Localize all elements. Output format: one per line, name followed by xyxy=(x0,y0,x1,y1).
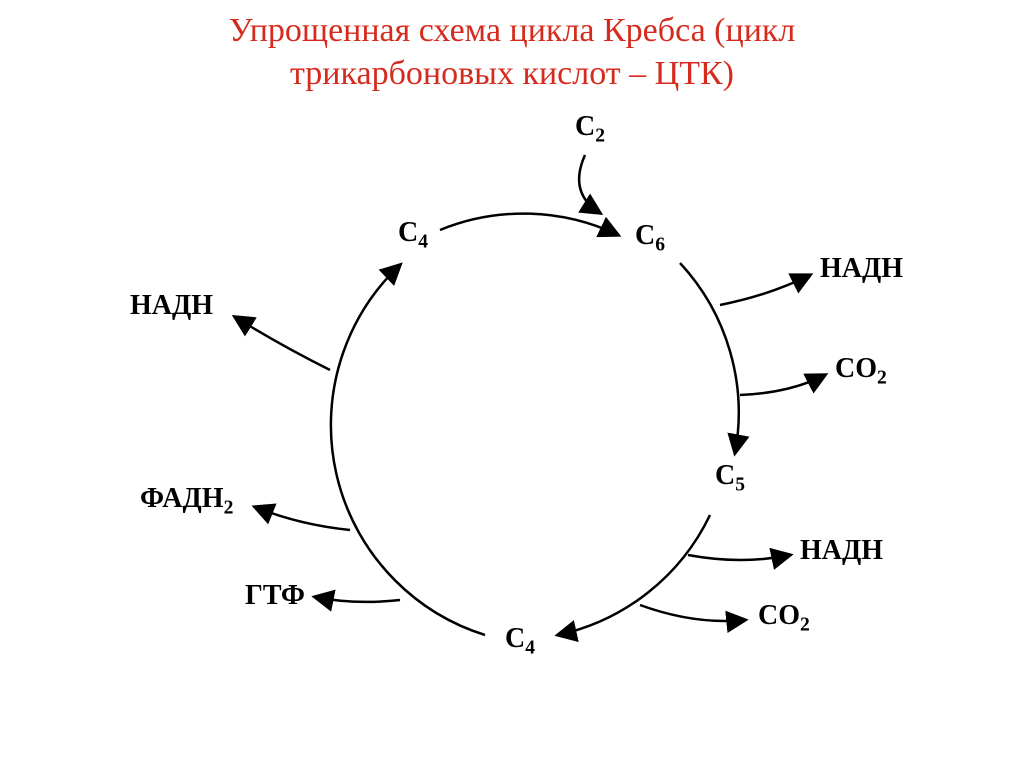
edge-out-nadn-tl xyxy=(235,317,330,370)
node-c4-top: C4 xyxy=(398,217,428,254)
node-c2: C2 xyxy=(575,111,605,148)
label-nadn-right: НАДН xyxy=(800,535,883,567)
krebs-cycle-diagram: C2 C4 C6 C5 C4 НАДН CO2 НАДН CO2 ГТФ ФАД… xyxy=(0,95,1024,755)
edge-out-nadn-r xyxy=(688,555,790,560)
edge-out-co2-tr xyxy=(740,375,825,395)
label-nadn-top-left: НАДН xyxy=(130,290,213,322)
node-c6: C6 xyxy=(635,220,665,257)
label-fadh2: ФАДН2 xyxy=(140,483,233,520)
node-c4-bot: C4 xyxy=(505,623,535,660)
edge-out-fadh2 xyxy=(255,507,350,530)
edge-c4bot-c4top xyxy=(331,265,485,635)
label-co2-top-right: CO2 xyxy=(835,353,887,390)
edge-out-gtp xyxy=(315,597,400,602)
edge-out-co2-br xyxy=(640,605,745,621)
title-line1: Упрощенная схема цикла Кребса (цикл xyxy=(229,12,796,49)
label-co2-bottom-right: CO2 xyxy=(758,600,810,637)
edge-c4top-c6 xyxy=(440,214,618,235)
label-nadn-top-right: НАДН xyxy=(820,253,903,285)
node-c5: C5 xyxy=(715,460,745,497)
edge-c2-in xyxy=(579,155,600,213)
title-line2: трикарбоновых кислот – ЦТК) xyxy=(290,55,734,92)
edge-out-nadn-tr xyxy=(720,275,810,305)
label-gtp: ГТФ xyxy=(245,580,305,612)
diagram-title: Упрощенная схема цикла Кребса (цикл трик… xyxy=(0,0,1024,95)
edge-c6-c5 xyxy=(680,263,739,453)
